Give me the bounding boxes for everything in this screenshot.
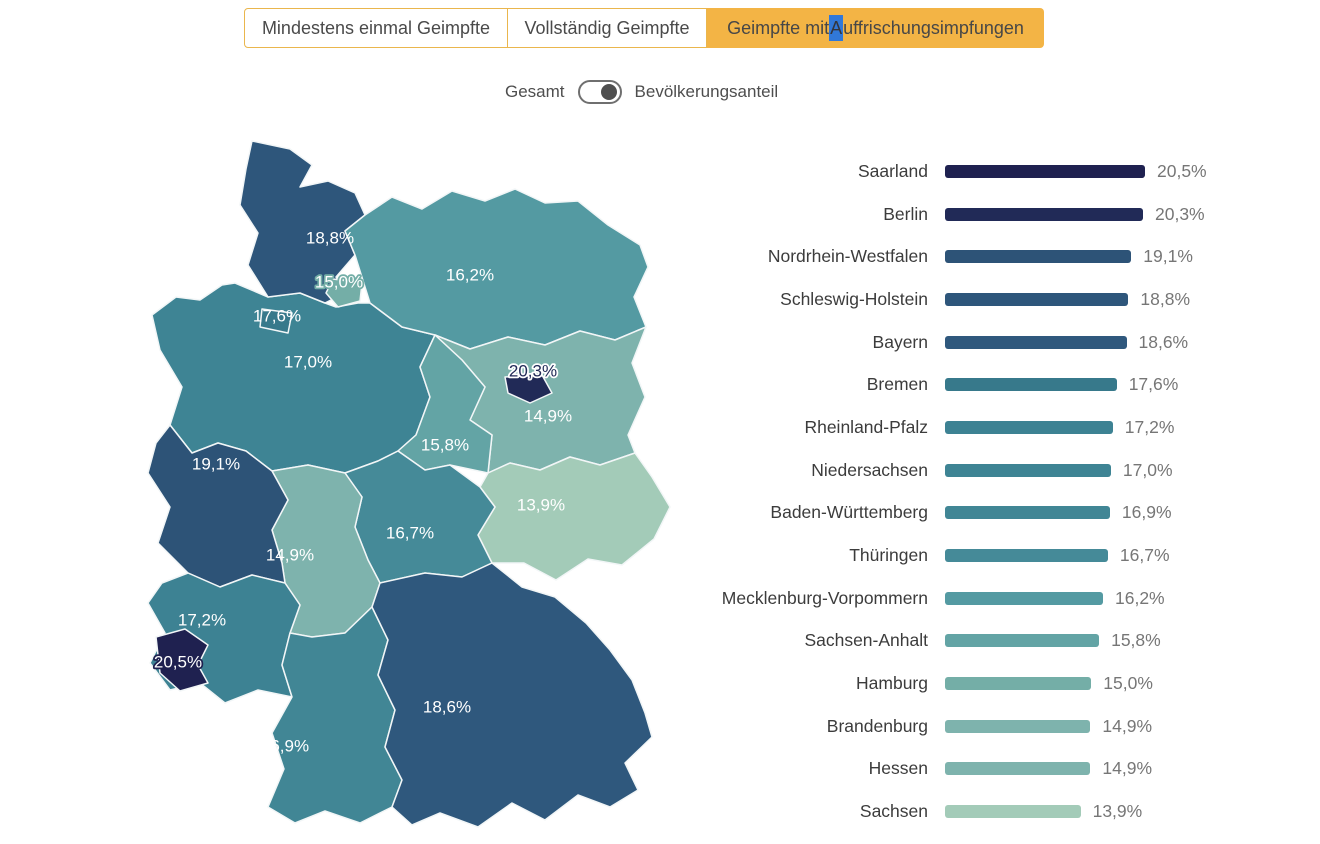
- bar-value-label: 16,9%: [1121, 502, 1172, 523]
- bar-row: Saarland 20,5%: [640, 150, 1240, 193]
- bar-row: Mecklenburg-Vorpommern 16,2%: [640, 577, 1240, 620]
- bar-value-label: 19,1%: [1143, 246, 1193, 267]
- bar-value-label: 15,0%: [1103, 673, 1153, 694]
- state-baden-wuerttemberg[interactable]: [267, 606, 403, 824]
- bar-state-name: Mecklenburg-Vorpommern: [721, 587, 928, 608]
- bar-value-label: 16,7%: [1119, 545, 1170, 566]
- bar[interactable]: [945, 591, 1103, 605]
- bar-row: Sachsen-Anhalt 15,8%: [640, 620, 1240, 663]
- bar-value-label: 13,9%: [1092, 801, 1143, 822]
- tab-mindestens-einmal-geimpfte[interactable]: Mindestens einmal Geimpfte: [244, 8, 508, 48]
- state-bayern[interactable]: [371, 562, 653, 828]
- bar-row: Brandenburg 14,9%: [640, 705, 1240, 748]
- bar-row: Baden-Württemberg 16,9%: [640, 492, 1240, 535]
- bar-row: Thüringen 16,7%: [640, 534, 1240, 577]
- view-mode-toggle-row: Gesamt Bevölkerungsanteil: [505, 78, 778, 106]
- bar[interactable]: [945, 634, 1100, 648]
- bar-value-label: 17,2%: [1124, 416, 1175, 437]
- bar[interactable]: [945, 292, 1129, 306]
- bar[interactable]: [945, 677, 1092, 691]
- bar-row: Bremen 17,6%: [640, 363, 1240, 406]
- bar-value-label: 18,8%: [1140, 288, 1191, 309]
- state-mecklenburg-vorpommern[interactable]: [344, 188, 649, 350]
- view-mode-toggle-switch[interactable]: [577, 80, 622, 104]
- bar-state-name: Nordrhein-Westfalen: [767, 246, 928, 267]
- bar-row: Hessen 14,9%: [640, 748, 1240, 791]
- toggle-label-gesamt[interactable]: Gesamt: [505, 82, 565, 101]
- bar-row: Schleswig-Holstein 18,8%: [640, 278, 1240, 321]
- bar-row: Niedersachsen 17,0%: [640, 449, 1240, 492]
- bar-value-label: 17,6%: [1128, 374, 1179, 395]
- bar-value-label: 20,3%: [1155, 203, 1205, 224]
- bar-row: Berlin 20,3%: [640, 193, 1240, 236]
- bar-state-name: Hessen: [868, 758, 928, 779]
- bar[interactable]: [945, 463, 1111, 477]
- bar-value-label: 20,5%: [1157, 160, 1207, 181]
- bar-state-name: Bayern: [872, 331, 928, 352]
- bar-state-name: Saarland: [857, 160, 928, 181]
- bar-state-name: Sachsen: [859, 801, 928, 822]
- bar-state-name: Rheinland-Pfalz: [804, 416, 928, 437]
- bar[interactable]: [945, 549, 1108, 563]
- tab-label-suffix: uffrischungsimpfungen: [843, 17, 1024, 38]
- bar-state-name: Baden-Württemberg: [770, 502, 928, 523]
- bar-state-name: Berlin: [883, 203, 928, 224]
- bar[interactable]: [945, 420, 1113, 434]
- bar-state-name: Sachsen-Anhalt: [804, 630, 928, 651]
- bar[interactable]: [945, 762, 1091, 776]
- state-bar-chart: Saarland 20,5% Berlin 20,3% Nordrhein-We…: [640, 150, 1240, 833]
- tab-bar: Mindestens einmal Geimpfte Vollständig G…: [244, 8, 1044, 48]
- bar-value-label: 16,2%: [1115, 587, 1165, 608]
- state-bremen[interactable]: [259, 308, 293, 334]
- state-schleswig-holstein[interactable]: [239, 140, 366, 304]
- tab-vollstaendig-geimpfte[interactable]: Vollständig Geimpfte: [508, 8, 707, 48]
- bar-row: Bayern 18,6%: [640, 321, 1240, 364]
- text-selection-highlight: A: [829, 15, 844, 41]
- bar-row: Nordrhein-Westfalen 19,1%: [640, 235, 1240, 278]
- state-berlin[interactable]: [504, 374, 553, 404]
- bar-state-name: Niedersachsen: [811, 459, 928, 480]
- state-hamburg[interactable]: [325, 278, 363, 308]
- toggle-label-bevoelkerungsanteil[interactable]: Bevölkerungsanteil: [634, 82, 779, 101]
- bar-state-name: Brandenburg: [826, 715, 928, 736]
- bar-value-label: 14,9%: [1102, 758, 1153, 779]
- bar-value-label: 14,9%: [1102, 715, 1153, 736]
- bar[interactable]: [945, 506, 1110, 520]
- bar-row: Rheinland-Pfalz 17,2%: [640, 406, 1240, 449]
- state-saarland[interactable]: [155, 628, 209, 692]
- bar[interactable]: [945, 164, 1145, 178]
- bar-value-label: 15,8%: [1111, 630, 1161, 651]
- bar[interactable]: [945, 335, 1127, 349]
- bar-row: Hamburg 15,0%: [640, 662, 1240, 705]
- bar[interactable]: [945, 805, 1081, 819]
- bar[interactable]: [945, 719, 1091, 733]
- tab-label-prefix: Geimpfte mit: [727, 17, 830, 38]
- bar-value-label: 17,0%: [1122, 459, 1173, 480]
- bar[interactable]: [945, 207, 1143, 221]
- bar-state-name: Thüringen: [849, 545, 928, 566]
- bar-state-name: Hamburg: [856, 673, 928, 694]
- germany-choropleth-map: 18,8% 15,0% 16,2% 17,6% 17,0% 20,3% 14,9…: [140, 135, 680, 844]
- bar[interactable]: [945, 378, 1117, 392]
- bar-state-name: Bremen: [866, 374, 928, 395]
- toggle-knob: [600, 84, 617, 100]
- bar[interactable]: [945, 250, 1132, 264]
- bar-row: Sachsen 13,9%: [640, 790, 1240, 833]
- bar-value-label: 18,6%: [1138, 331, 1189, 352]
- bar-state-name: Schleswig-Holstein: [780, 288, 928, 309]
